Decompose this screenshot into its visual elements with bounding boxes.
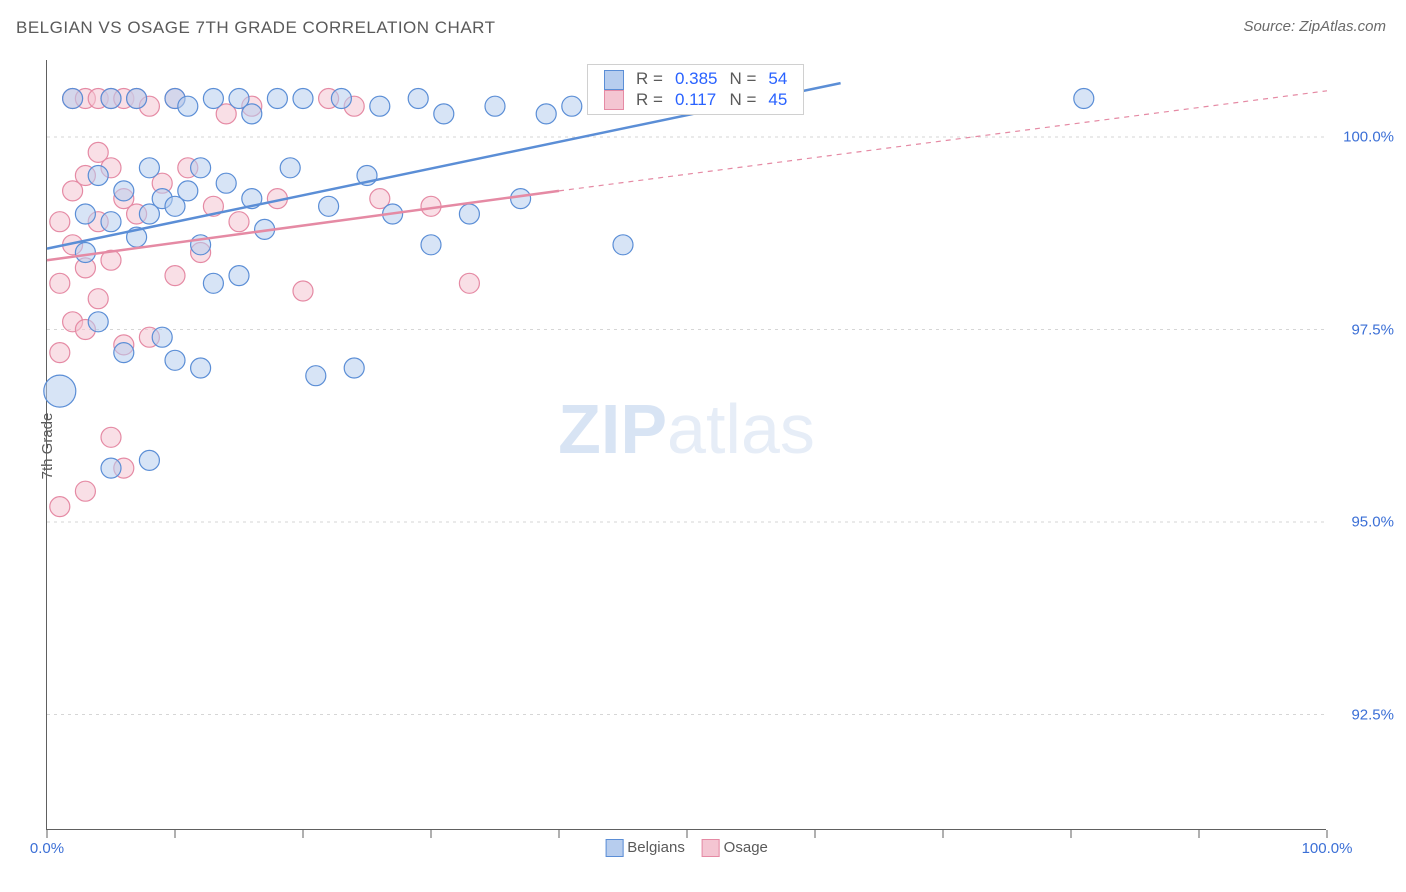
chart-title: BELGIAN VS OSAGE 7TH GRADE CORRELATION C… [16,18,496,38]
series-legend: Belgians Osage [605,839,768,857]
y-tick-label: 95.0% [1334,514,1394,531]
y-tick-label: 100.0% [1334,129,1394,146]
legend-label: Belgians [627,839,685,856]
x-tick-label: 0.0% [30,840,64,857]
x-tick-label: 100.0% [1302,840,1353,857]
scatter-plot: ZIPatlas R =0.385N =54R =0.117N =45 Belg… [46,60,1326,830]
y-tick-label: 97.5% [1334,321,1394,338]
legend-label: Osage [724,839,768,856]
y-tick-label: 92.5% [1334,706,1394,723]
plot-svg [47,60,1327,830]
correlation-legend: R =0.385N =54R =0.117N =45 [587,64,804,115]
source-attribution: Source: ZipAtlas.com [1243,18,1386,35]
